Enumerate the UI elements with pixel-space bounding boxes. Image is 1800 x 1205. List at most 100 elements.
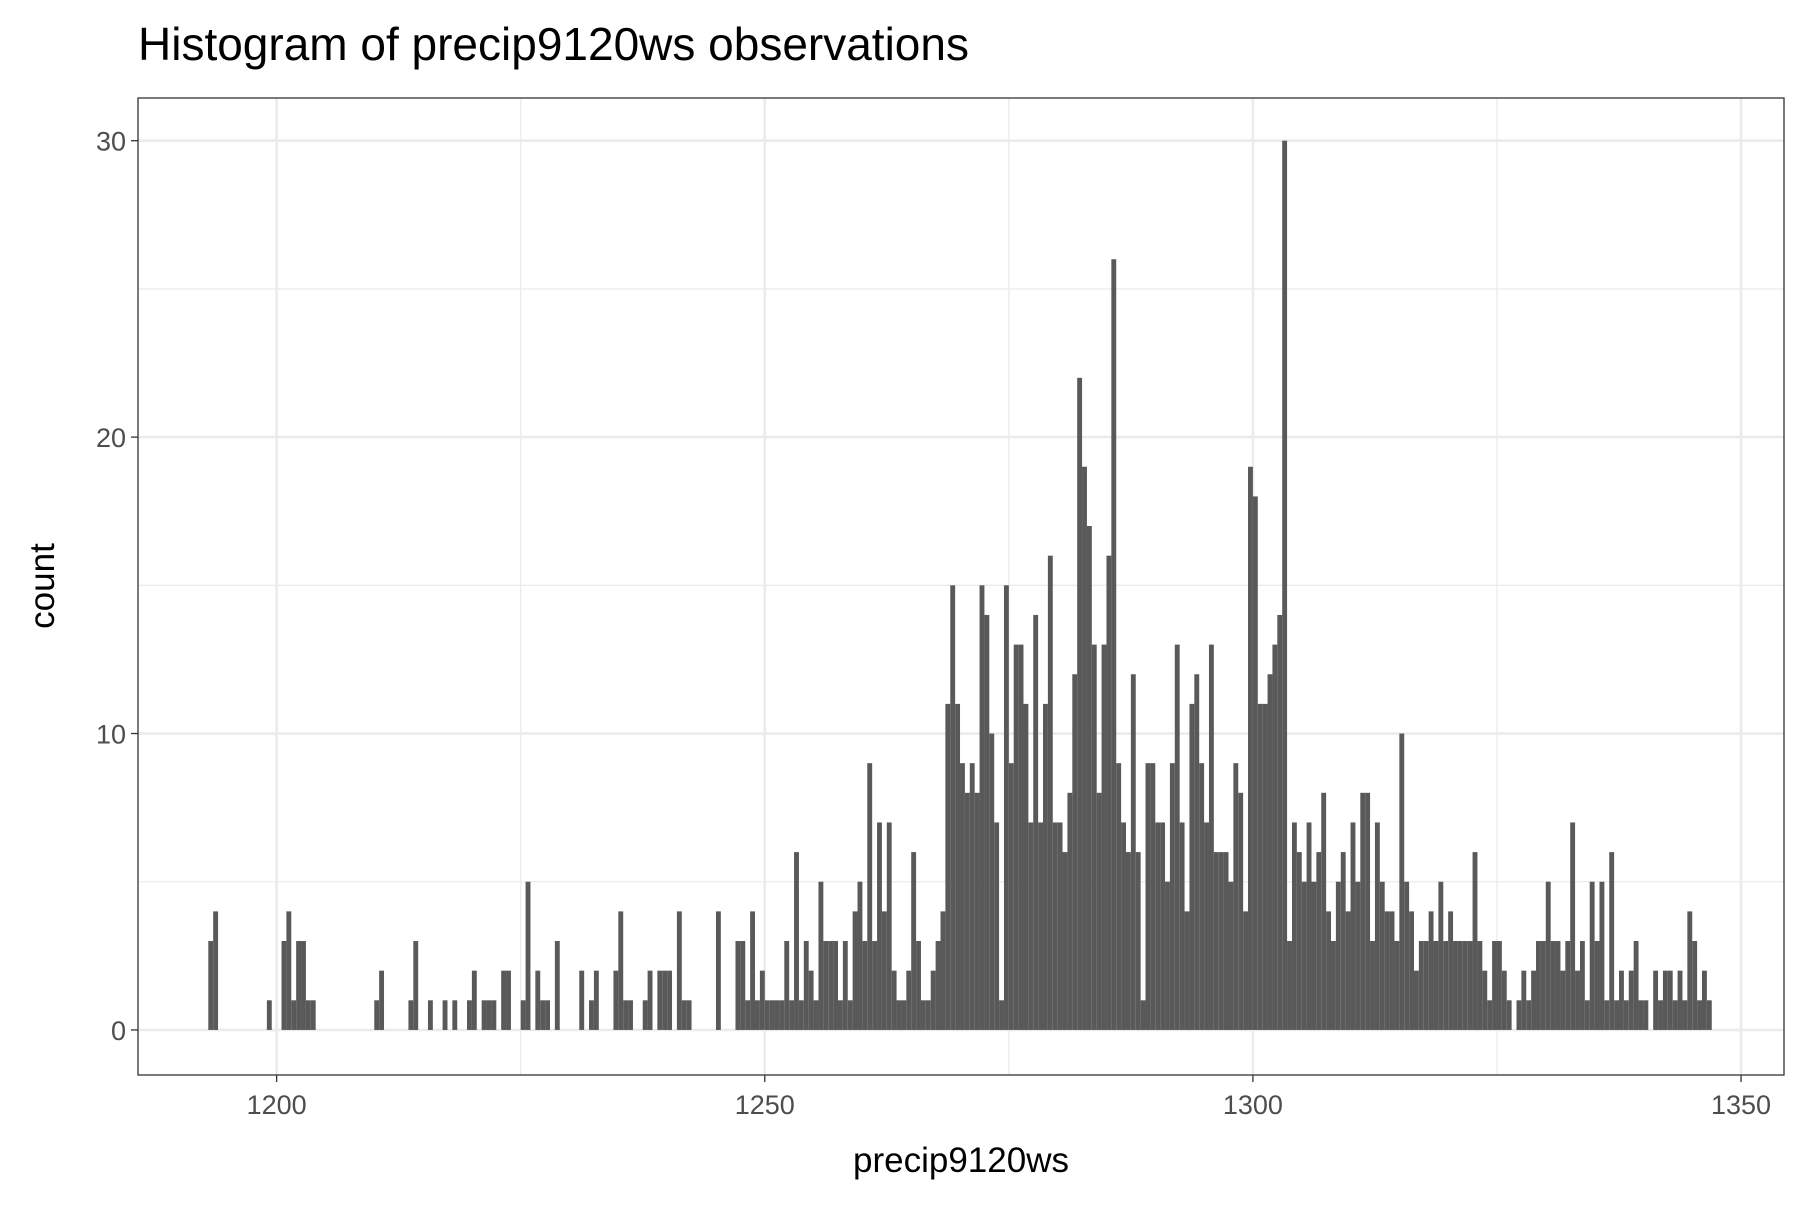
bar [1008,763,1014,1030]
bar [1438,881,1444,1030]
bar [408,1000,414,1030]
bar [1238,792,1244,1030]
bar [1057,822,1063,1030]
bar [1140,1000,1146,1030]
bar [1531,970,1537,1030]
bar [1291,822,1297,1030]
bar [1360,792,1366,1030]
bar [1150,763,1156,1030]
bar [1340,852,1346,1030]
bar [1101,644,1107,1030]
bar [764,1000,770,1030]
bar [1077,377,1083,1030]
bar [1487,1000,1493,1030]
bar [686,1000,692,1030]
bar [1687,911,1693,1030]
bar [1462,941,1468,1030]
bar [1516,1000,1522,1030]
bar [798,1000,804,1030]
x-tick-label: 1350 [1711,1090,1771,1120]
bar [1619,970,1624,1030]
bar [1701,970,1707,1030]
bar [1589,881,1595,1030]
bar [662,970,668,1030]
bar [813,1000,819,1030]
bar [1628,970,1634,1030]
bar [950,585,956,1030]
bar [1052,822,1058,1030]
bar [1633,941,1639,1030]
bar [979,585,985,1030]
bar [1677,970,1683,1030]
bar [1189,703,1195,1030]
bar [413,941,419,1030]
bar [1521,970,1527,1030]
bar [681,1000,687,1030]
bar [501,970,507,1030]
panel-border [137,97,1785,1076]
bar [1135,852,1141,1030]
bar [1047,555,1053,1030]
bar [1335,881,1341,1030]
bar [1477,941,1483,1030]
bar [281,941,287,1030]
bar [427,1000,433,1030]
bar [1062,852,1068,1030]
bar [818,881,824,1030]
bar [867,763,873,1030]
bar [1287,941,1292,1030]
bar [1638,1000,1644,1030]
bar [1311,881,1317,1030]
bar [1643,1000,1649,1030]
bar [593,970,599,1030]
bar [1155,822,1161,1030]
bar [808,970,814,1030]
bar [1013,644,1019,1030]
bar [1194,674,1200,1030]
bar [1248,466,1253,1030]
bar [823,941,829,1030]
bar [847,1000,853,1030]
bar [1614,1000,1620,1030]
y-tick-label: 10 [96,720,126,750]
y-tick-label: 30 [96,127,126,157]
bar [1326,911,1332,1030]
bar [994,822,1000,1030]
bar [1399,733,1405,1030]
bar [828,941,834,1030]
bar [1394,941,1400,1030]
bar [1130,674,1136,1030]
bar [1111,259,1117,1030]
bar [1389,911,1395,1030]
bar [667,970,673,1030]
bar [1272,644,1278,1030]
bar [891,970,897,1030]
bar [1409,911,1414,1030]
bar [579,970,585,1030]
bar [1038,822,1044,1030]
bar [1662,970,1668,1030]
bar [1233,763,1239,1030]
bar [1355,881,1361,1030]
bar [1370,941,1375,1030]
bar [452,1000,458,1030]
bar [1682,1000,1688,1030]
bar [1443,941,1449,1030]
bar [1223,852,1229,1030]
bar [1433,941,1439,1030]
bar [1043,703,1048,1030]
bar [837,1000,843,1030]
bar [1023,703,1029,1030]
bar [1033,614,1039,1030]
bar [491,1000,497,1030]
bar [1467,941,1473,1030]
bar [1496,941,1502,1030]
bar [769,1000,775,1030]
bar [657,970,663,1030]
bar [1082,466,1087,1030]
bar [1413,970,1419,1030]
bar [379,970,385,1030]
y-tick-label: 20 [96,423,126,453]
bar [1550,941,1556,1030]
bar [1257,703,1263,1030]
